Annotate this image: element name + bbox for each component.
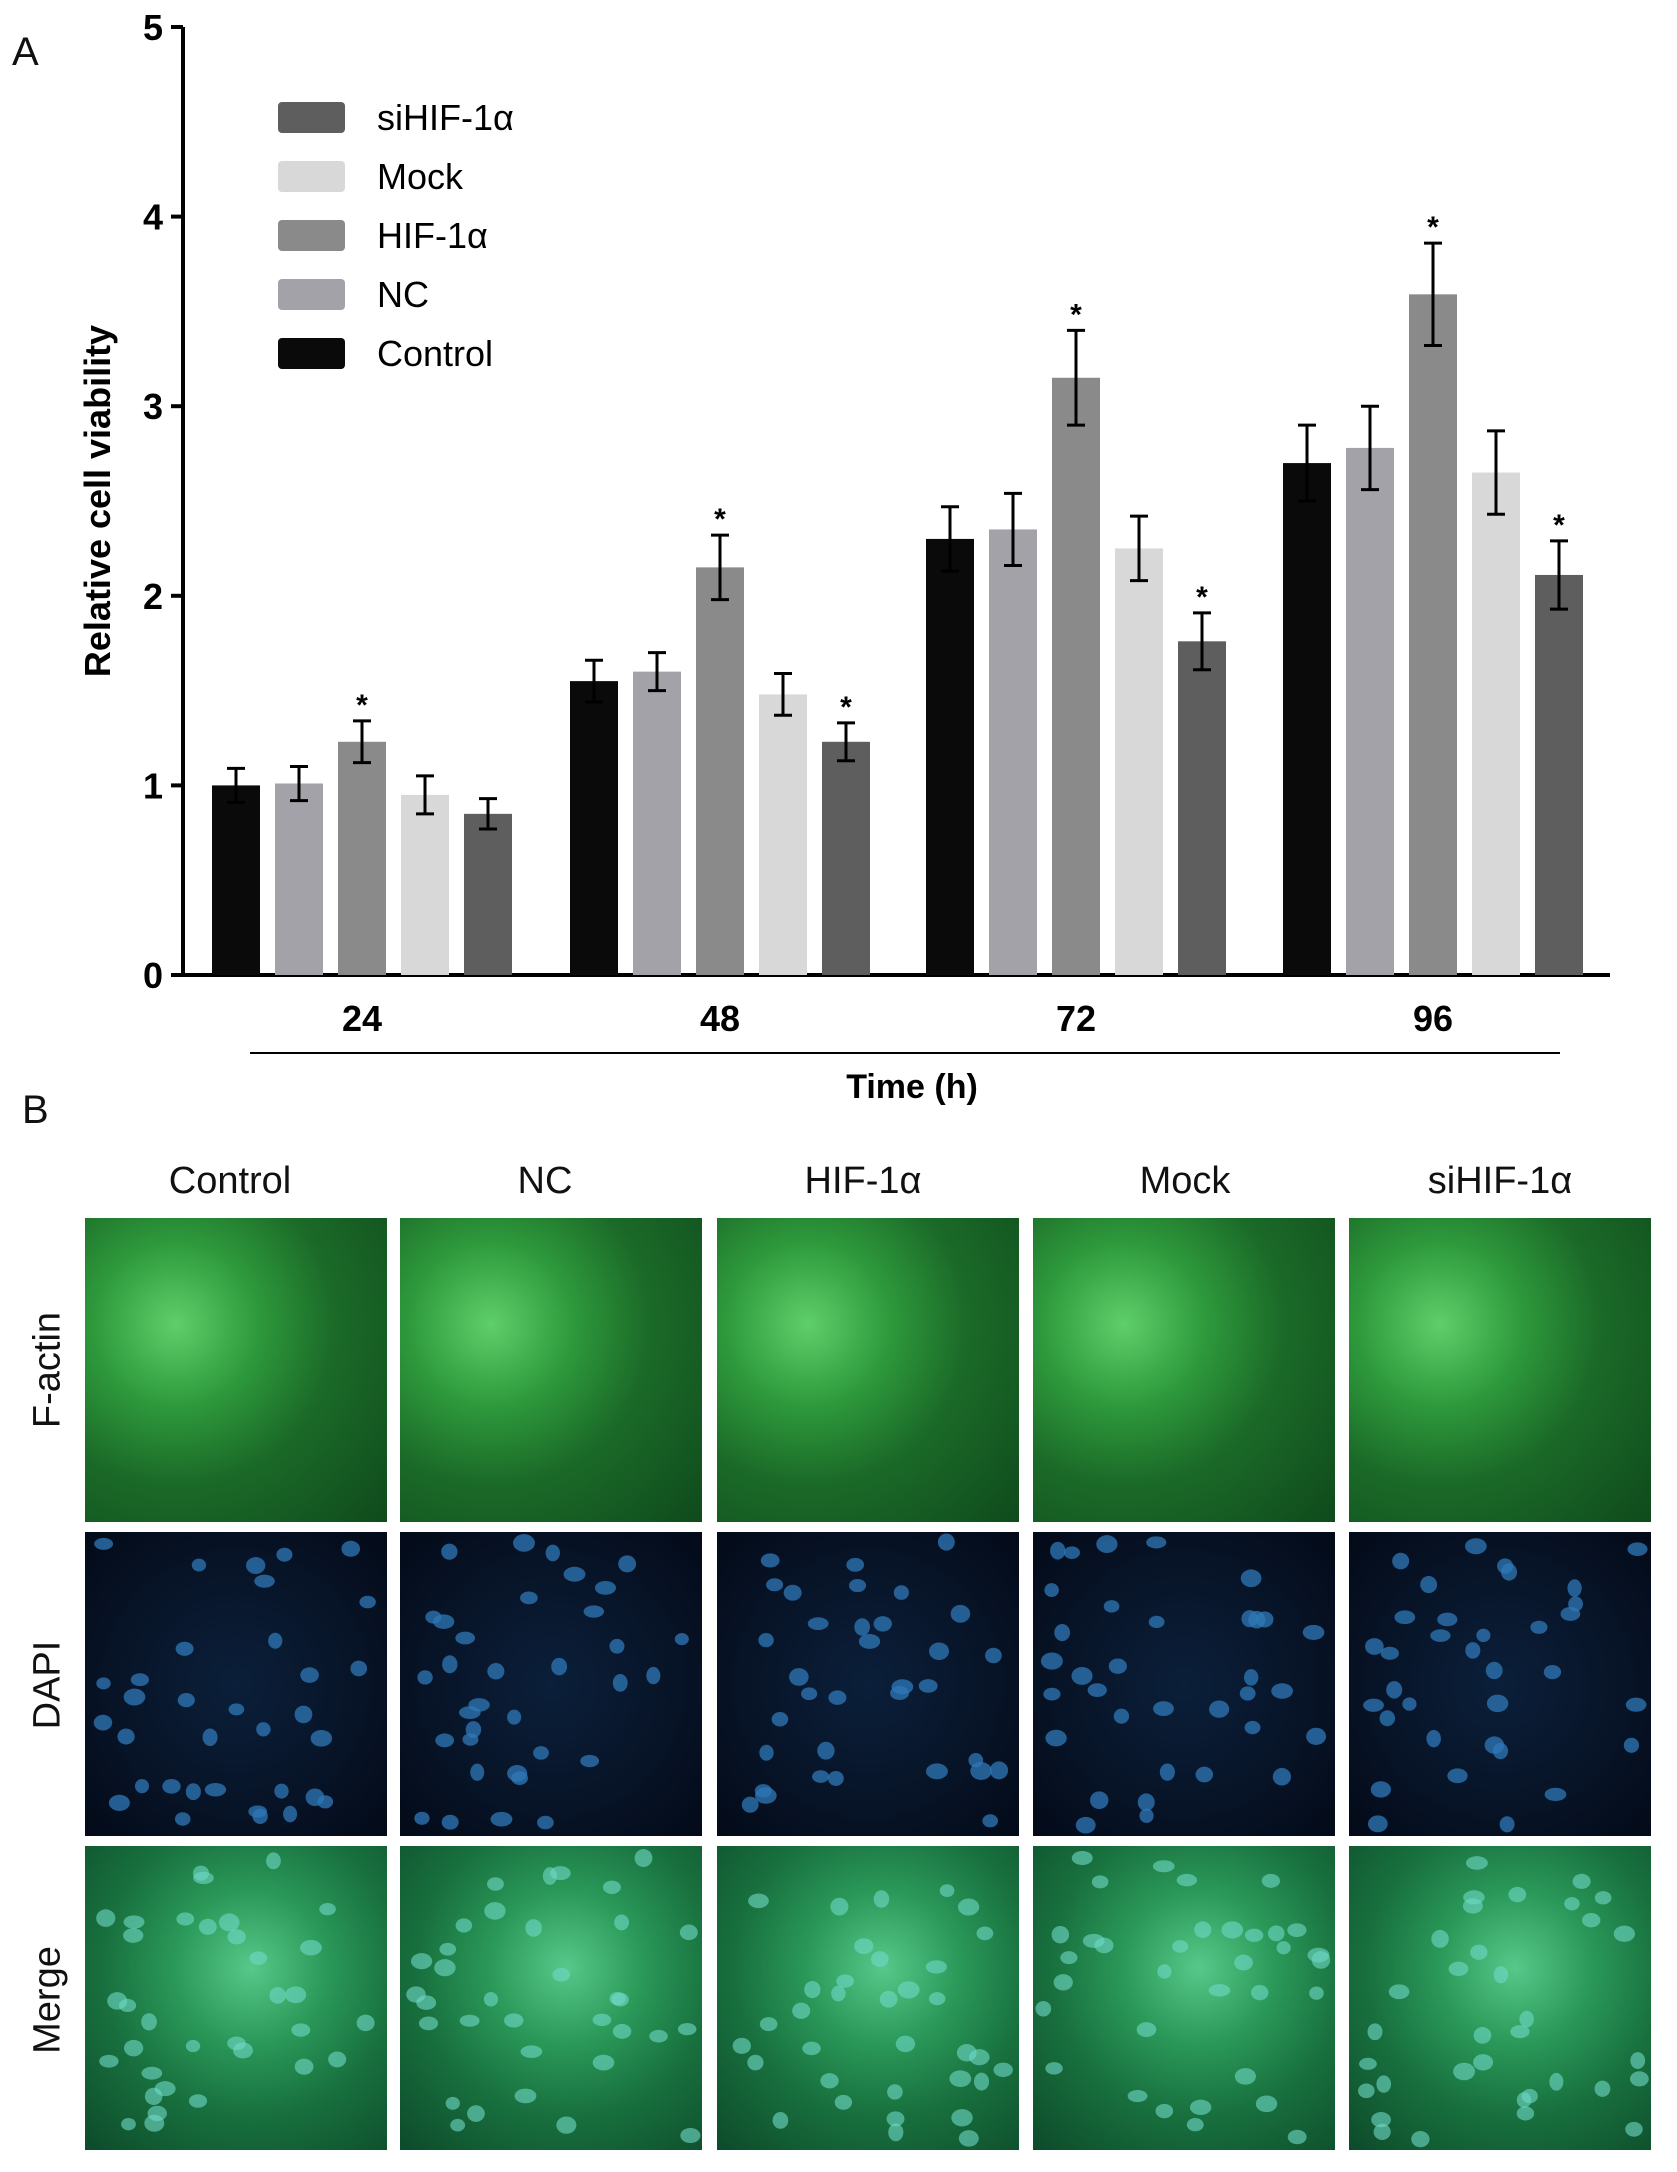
bar	[401, 794, 449, 975]
legend-label: Control	[377, 333, 493, 374]
bar	[926, 538, 974, 975]
nuclei-pattern	[1040, 1535, 1327, 1834]
nuclei-pattern	[406, 1849, 701, 2144]
bar	[1472, 472, 1520, 975]
x-tick-label: 96	[1413, 998, 1453, 1039]
micrograph-dapi-hif1a	[717, 1532, 1019, 1836]
micrograph-factin-mock	[1033, 1218, 1335, 1522]
bar	[1409, 294, 1457, 975]
panel-b-label: B	[22, 1088, 49, 1132]
legend-swatch	[278, 220, 345, 251]
y-tick-label: 1	[143, 765, 163, 806]
bar	[570, 681, 618, 975]
micrograph-merge-control	[85, 1846, 387, 2150]
bar	[1346, 447, 1394, 975]
col-label-nc: NC	[517, 1160, 573, 1202]
micrograph-merge-nc	[400, 1846, 702, 2150]
bar-chart: 0 1 2 3 4 5 Relative cell viability * 24 * * 48 * * 72…	[77, 7, 1610, 1106]
nuclei-pattern	[1035, 1850, 1331, 2145]
bar	[989, 529, 1037, 975]
y-tick-label: 2	[143, 576, 163, 617]
micrograph-merge-mock	[1033, 1846, 1335, 2150]
bar	[212, 785, 260, 975]
bar	[822, 741, 870, 975]
x-tick-label: 72	[1056, 998, 1096, 1039]
bar	[275, 783, 323, 975]
col-label-hif1a: HIF-1α	[804, 1160, 922, 1202]
significance-marker: *	[714, 503, 726, 536]
y-tick-label: 0	[143, 955, 163, 996]
legend-label: NC	[377, 274, 429, 315]
bar	[759, 694, 807, 975]
bar	[1283, 463, 1331, 975]
nuclei-pattern	[732, 1884, 1013, 2147]
bar	[696, 567, 744, 975]
micrograph-dapi-mock	[1033, 1532, 1335, 1836]
micrograph-merge-hif1a	[717, 1846, 1019, 2150]
legend-swatch	[278, 338, 345, 369]
legend-swatch	[278, 102, 345, 133]
bar	[464, 813, 512, 975]
col-label-sihif1a: siHIF-1α	[1427, 1160, 1573, 1202]
legend-label: Mock	[377, 156, 464, 197]
col-label-mock: Mock	[1139, 1160, 1231, 1202]
micrograph-dapi-sihif1a	[1349, 1532, 1651, 1836]
x-tick-label: 48	[700, 998, 740, 1039]
bar	[1115, 548, 1163, 975]
micrograph-factin-hif1a	[717, 1218, 1019, 1522]
micrograph-dapi-control	[85, 1532, 387, 1836]
significance-marker: *	[1553, 509, 1565, 542]
nuclei-pattern	[741, 1533, 1009, 1828]
bar	[1178, 641, 1226, 975]
legend-swatch	[278, 279, 345, 310]
micrograph-merge-sihif1a	[1349, 1846, 1651, 2150]
y-tick-label: 4	[143, 197, 163, 238]
bar	[1535, 574, 1583, 975]
micrograph-factin-nc	[400, 1218, 702, 1522]
legend-label: HIF-1α	[377, 215, 488, 256]
nuclei-pattern	[96, 1852, 375, 2132]
y-tick-label: 5	[143, 7, 163, 48]
bar	[1052, 377, 1100, 975]
legend-label: siHIF-1α	[377, 97, 514, 138]
nuclei-pattern	[1363, 1538, 1648, 1833]
x-tick-label: 24	[342, 998, 382, 1039]
panel-a-label: A	[12, 30, 39, 74]
col-label-control: Control	[168, 1160, 292, 1202]
y-axis-label: Relative cell viability	[77, 325, 118, 677]
x-axis-label: Time (h)	[846, 1068, 978, 1106]
nuclei-pattern	[414, 1534, 689, 1830]
significance-marker: *	[1427, 211, 1439, 244]
nuclei-pattern	[1358, 1856, 1649, 2148]
significance-marker: *	[356, 689, 368, 722]
significance-marker: *	[1070, 298, 1082, 331]
micrograph-factin-sihif1a	[1349, 1218, 1651, 1522]
significance-marker: *	[840, 691, 852, 724]
significance-marker: *	[1196, 581, 1208, 614]
bar	[633, 671, 681, 975]
y-tick-label: 3	[143, 386, 163, 427]
micrograph-factin-control	[85, 1218, 387, 1522]
bar	[338, 741, 386, 975]
nuclei-pattern	[93, 1537, 376, 1826]
micrograph-dapi-nc	[400, 1532, 702, 1836]
legend-swatch	[278, 161, 345, 192]
